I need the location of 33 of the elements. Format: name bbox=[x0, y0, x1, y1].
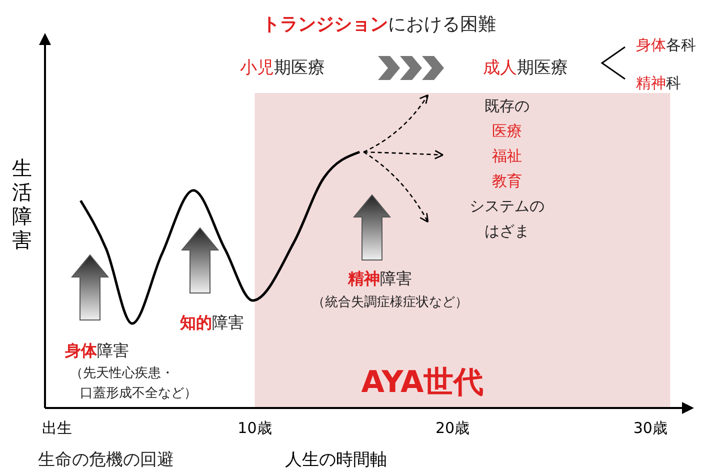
text: 生命の危機の回避 bbox=[38, 450, 174, 470]
text: 期医療 bbox=[274, 58, 325, 78]
text: 成人 bbox=[483, 58, 517, 78]
text: における困難 bbox=[388, 14, 496, 35]
annotation: （統合失調症様症状など） bbox=[312, 295, 468, 310]
text: 身体 bbox=[636, 36, 666, 54]
text: 科 bbox=[666, 74, 681, 92]
annotation: 知的 bbox=[179, 313, 212, 332]
annotation: システムの bbox=[470, 197, 544, 215]
x-axis-title: 人生の時間軸 bbox=[285, 450, 387, 470]
annotation: 障害 bbox=[380, 269, 412, 288]
y-axis-title: 生活障害 bbox=[12, 156, 32, 252]
text: 各科 bbox=[666, 36, 696, 54]
annotation: はざま bbox=[484, 222, 530, 240]
annotation: 障害 bbox=[97, 341, 129, 360]
x-tick-label: 30歳 bbox=[633, 419, 668, 437]
annotation: 口蓋形成不全など） bbox=[80, 386, 197, 401]
annotation: 精神 bbox=[347, 269, 380, 288]
annotation: 障害 bbox=[212, 313, 244, 332]
annotation: 身体 bbox=[64, 341, 98, 360]
text: 医療 bbox=[492, 122, 522, 140]
x-tick-label: 20歳 bbox=[436, 419, 470, 437]
text: トランジション bbox=[262, 14, 388, 35]
text: 既存の bbox=[484, 97, 530, 115]
text: 期医療 bbox=[517, 58, 568, 78]
annotation: 教育 bbox=[492, 172, 522, 190]
band-label: AYA世代 bbox=[361, 365, 484, 400]
text: 小児 bbox=[240, 58, 274, 78]
text: 精神 bbox=[636, 74, 666, 92]
x-tick-label: 出生 bbox=[42, 419, 72, 437]
x-tick-label: 10歳 bbox=[238, 419, 272, 437]
annotation: 福祉 bbox=[492, 147, 522, 165]
annotation: （先天性心疾患・ bbox=[70, 365, 174, 381]
